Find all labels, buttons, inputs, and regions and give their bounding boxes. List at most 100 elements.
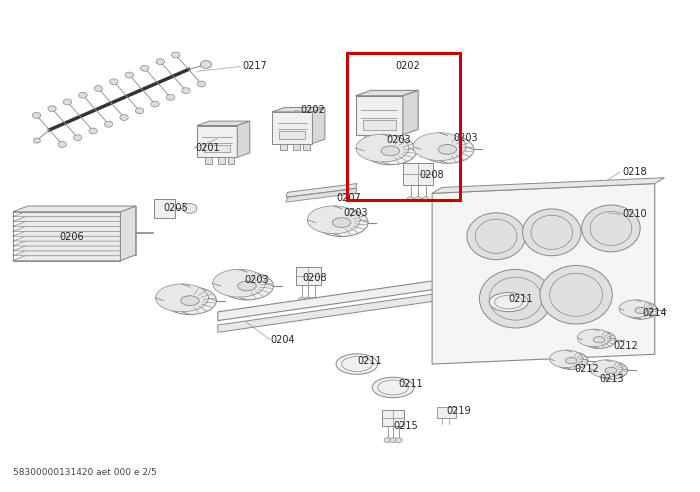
Ellipse shape: [421, 135, 474, 163]
Circle shape: [172, 52, 180, 58]
Polygon shape: [237, 121, 250, 157]
Text: 0212: 0212: [613, 341, 638, 351]
Circle shape: [395, 438, 402, 443]
Circle shape: [125, 72, 134, 78]
Polygon shape: [382, 410, 405, 426]
Ellipse shape: [307, 206, 360, 234]
Text: 0208: 0208: [302, 273, 328, 283]
Circle shape: [183, 204, 197, 214]
Polygon shape: [356, 96, 403, 135]
Ellipse shape: [381, 146, 400, 156]
Polygon shape: [403, 163, 433, 184]
Circle shape: [298, 297, 305, 302]
Circle shape: [32, 113, 41, 118]
Polygon shape: [13, 250, 136, 256]
Circle shape: [156, 59, 164, 64]
Text: 0204: 0204: [270, 335, 295, 345]
Polygon shape: [293, 144, 300, 151]
Circle shape: [79, 92, 87, 98]
Polygon shape: [13, 225, 136, 231]
Ellipse shape: [554, 352, 588, 369]
Text: 0202: 0202: [300, 105, 325, 116]
Text: 0215: 0215: [393, 422, 418, 431]
Bar: [437, 407, 456, 418]
Polygon shape: [432, 184, 654, 364]
Bar: [279, 131, 305, 139]
Text: 0203: 0203: [453, 133, 477, 143]
Polygon shape: [218, 256, 608, 321]
Circle shape: [414, 197, 421, 202]
Text: 0219: 0219: [446, 406, 470, 416]
Circle shape: [74, 135, 82, 141]
Polygon shape: [286, 188, 357, 202]
Polygon shape: [28, 206, 136, 255]
Polygon shape: [272, 107, 325, 112]
Ellipse shape: [550, 350, 583, 368]
Polygon shape: [228, 157, 234, 164]
Ellipse shape: [540, 266, 612, 324]
Ellipse shape: [372, 377, 414, 398]
Circle shape: [422, 197, 429, 202]
Circle shape: [48, 106, 56, 112]
Text: 0203: 0203: [244, 275, 269, 285]
Text: 0218: 0218: [623, 167, 648, 177]
Polygon shape: [302, 144, 309, 151]
Polygon shape: [403, 91, 418, 135]
Circle shape: [390, 438, 397, 443]
Circle shape: [311, 297, 318, 302]
Circle shape: [110, 79, 118, 85]
Text: 0208: 0208: [419, 170, 445, 180]
Ellipse shape: [336, 354, 378, 374]
Polygon shape: [379, 135, 388, 143]
Circle shape: [89, 128, 97, 134]
Circle shape: [94, 86, 103, 92]
Circle shape: [63, 99, 71, 105]
Polygon shape: [295, 268, 321, 285]
Polygon shape: [13, 211, 136, 217]
Polygon shape: [197, 121, 250, 125]
Text: 0213: 0213: [599, 374, 624, 384]
Polygon shape: [432, 178, 664, 193]
Circle shape: [384, 438, 391, 443]
Ellipse shape: [619, 300, 652, 317]
Ellipse shape: [332, 218, 351, 227]
Text: 58300000131420 aet 000 e 2/5: 58300000131420 aet 000 e 2/5: [13, 467, 156, 476]
Circle shape: [182, 88, 190, 93]
Circle shape: [150, 101, 159, 107]
Ellipse shape: [364, 137, 416, 165]
Bar: [346, 53, 460, 200]
Ellipse shape: [582, 331, 616, 348]
Ellipse shape: [155, 284, 209, 312]
Circle shape: [58, 142, 66, 147]
Text: 0207: 0207: [336, 193, 360, 203]
Ellipse shape: [566, 358, 577, 364]
Text: 0217: 0217: [242, 62, 267, 71]
Bar: [204, 145, 230, 153]
Text: 0214: 0214: [643, 308, 667, 318]
Polygon shape: [392, 135, 400, 143]
Circle shape: [197, 81, 206, 87]
Polygon shape: [13, 216, 136, 221]
Text: 0203: 0203: [386, 135, 411, 145]
Polygon shape: [120, 206, 136, 261]
Circle shape: [120, 115, 128, 121]
Circle shape: [135, 108, 143, 114]
Circle shape: [34, 138, 41, 143]
Polygon shape: [13, 235, 136, 241]
Text: 0211: 0211: [509, 294, 533, 304]
Ellipse shape: [594, 362, 628, 379]
Text: 0211: 0211: [357, 356, 382, 366]
Ellipse shape: [594, 337, 605, 343]
Polygon shape: [286, 184, 357, 197]
Ellipse shape: [624, 302, 657, 319]
Bar: [363, 120, 396, 130]
Polygon shape: [13, 255, 136, 261]
Circle shape: [141, 65, 149, 71]
Text: 0210: 0210: [623, 209, 648, 219]
Polygon shape: [218, 157, 225, 164]
Circle shape: [200, 61, 211, 68]
Ellipse shape: [489, 293, 528, 311]
Polygon shape: [312, 107, 325, 144]
Ellipse shape: [635, 308, 647, 313]
Ellipse shape: [164, 287, 216, 314]
